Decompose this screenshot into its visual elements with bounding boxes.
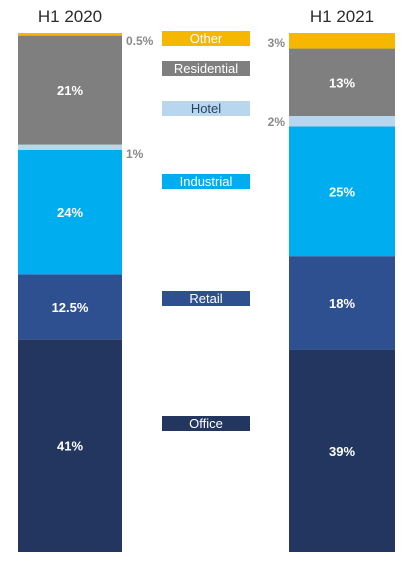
legend-label-hotel: Hotel [191,101,221,116]
bar-segment-office-h1-2021 [289,349,395,552]
data-label-industrial-h1-2020: 24% [57,205,83,220]
legend-label-residential: Residential [174,61,238,76]
column-title: H1 2021 [310,7,374,26]
bar-segment-hotel-h1-2020 [18,144,122,150]
legend-item-industrial: Industrial [162,174,250,189]
data-label-other-h1-2020: 0.5% [126,34,154,48]
data-label-retail-h1-2020: 12.5% [52,300,89,315]
data-label-residential-h1-2021: 13% [329,75,355,90]
data-label-residential-h1-2020: 21% [57,83,83,98]
legend-item-retail: Retail [162,291,250,306]
bar-segment-hotel-h1-2021 [289,116,395,127]
legend-item-hotel: Hotel [162,101,250,116]
data-label-retail-h1-2021: 18% [329,296,355,311]
bar-segment-other-h1-2020 [18,33,122,36]
bar-segment-retail-h1-2020 [18,274,122,340]
bar-segment-residential-h1-2020 [18,35,122,145]
bar-segment-industrial-h1-2020 [18,149,122,275]
column-title: H1 2020 [38,7,102,26]
legend-label-industrial: Industrial [180,174,233,189]
legend-swatch-residential [162,61,250,76]
data-label-industrial-h1-2021: 25% [329,184,355,199]
legend-label-office: Office [189,416,223,431]
legend-item-residential: Residential [162,61,250,76]
data-label-office-h1-2021: 39% [329,444,355,459]
data-label-hotel-h1-2020: 1% [126,147,144,161]
bar-segment-residential-h1-2021 [289,48,395,117]
bar-segment-retail-h1-2021 [289,256,395,350]
legend-swatch-industrial [162,174,250,189]
data-label-other-h1-2021: 3% [268,36,286,50]
data-label-hotel-h1-2021: 2% [268,115,286,129]
bar-segment-industrial-h1-2021 [289,126,395,257]
bar-segment-office-h1-2020 [18,339,122,552]
legend-swatch-office [162,416,250,431]
data-label-office-h1-2020: 41% [57,439,83,454]
legend-item-other: Other [162,31,250,46]
legend-item-office: Office [162,416,250,431]
legend-label-retail: Retail [189,291,222,306]
legend-label-other: Other [190,31,223,46]
bar-segment-other-h1-2021 [289,33,395,49]
legend-swatch-hotel [162,101,250,116]
legend-swatch-other [162,31,250,46]
legend-swatch-retail [162,291,250,306]
